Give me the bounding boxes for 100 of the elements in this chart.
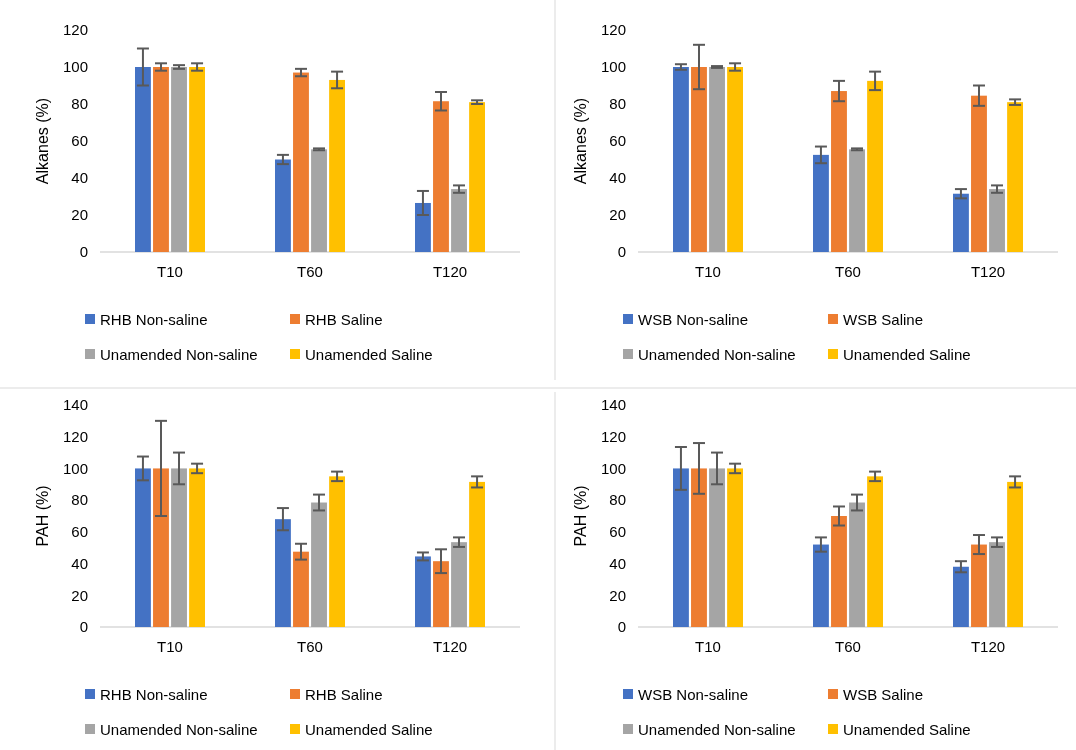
legend-label: Unamended Non-saline [638,346,796,364]
y-tick-label: 100 [600,58,626,76]
bar [971,544,987,627]
y-tick-label: 40 [71,554,88,572]
x-tick-label: T120 [970,638,1006,655]
bar [867,80,883,252]
bar [1007,481,1023,627]
y-tick-label: 20 [71,586,88,604]
legend-label: WSB Saline [843,686,924,704]
x-tick-label: T60 [835,638,861,655]
bar [673,67,689,252]
y-tick-label: 60 [609,523,626,541]
y-axis-title: PAH (%) [572,485,589,547]
legend-label: WSB Non-saline [638,311,749,329]
bar [329,79,345,252]
x-tick-label: T60 [297,263,323,280]
y-tick-label: 80 [609,95,626,113]
bar [831,91,847,252]
y-tick-label: 120 [600,427,626,445]
bar [673,468,689,627]
bar [709,67,725,252]
bar [727,67,743,252]
legend-label: Unamended Non-saline [638,721,796,739]
bar [727,468,743,627]
bar [171,468,187,627]
bar [189,468,205,627]
bar [691,67,707,252]
bar [953,566,969,627]
y-tick-label: 20 [609,586,626,604]
bar [135,67,151,252]
legend-label: WSB Saline [843,311,924,329]
y-tick-label: 120 [62,427,88,445]
legend-label: RHB Saline [305,311,383,329]
y-tick-label: 80 [609,491,626,509]
bar [953,193,969,252]
bar [153,468,169,627]
y-tick-label: 40 [609,169,626,187]
bar [849,502,865,627]
bar [813,544,829,627]
y-tick-label: 40 [71,169,88,187]
bar [293,551,309,627]
bar [451,542,467,627]
bar [189,67,205,252]
y-axis-title: PAH (%) [34,485,51,547]
bar [813,154,829,252]
bar [867,476,883,627]
bar [709,468,725,627]
bar [275,159,291,252]
bar [989,189,1005,252]
legend-label: WSB Non-saline [638,686,749,704]
y-tick-label: 0 [79,243,88,261]
legend-label: Unamended Non-saline [100,346,258,364]
x-tick-label: T120 [432,638,468,655]
y-tick-label: 0 [617,243,626,261]
y-tick-label: 60 [609,132,626,150]
y-tick-label: 60 [71,132,88,150]
bar [691,468,707,627]
legend-label: Unamended Saline [843,346,971,364]
y-tick-label: 60 [71,523,88,541]
y-tick-label: 20 [609,206,626,224]
bar [989,542,1005,627]
bar [849,149,865,252]
y-tick-label: 0 [79,618,88,636]
y-tick-label: 120 [62,21,88,39]
bar [469,481,485,627]
legend-label: Unamended Saline [305,346,433,364]
bar [171,67,187,252]
bar [415,202,431,252]
x-tick-label: T120 [970,263,1006,280]
bar [275,519,291,627]
y-tick-label: 20 [71,206,88,224]
y-axis-title: Alkanes (%) [34,97,51,185]
legend-label: RHB Saline [305,686,383,704]
bar [831,516,847,627]
y-tick-label: 80 [71,491,88,509]
legend-label: Unamended Saline [305,721,433,739]
x-tick-label: T10 [157,263,183,280]
bar [293,72,309,252]
bar [153,67,169,252]
y-tick-label: 80 [71,95,88,113]
x-tick-label: T10 [695,638,721,655]
y-tick-label: 100 [600,459,626,477]
bar [415,556,431,627]
y-tick-label: 40 [609,554,626,572]
bar [433,101,449,252]
y-tick-label: 100 [62,459,88,477]
y-axis-title: Alkanes (%) [572,97,589,185]
legend-label: Unamended Saline [843,721,971,739]
y-tick-label: 120 [600,21,626,39]
bar [451,189,467,252]
x-tick-label: T10 [695,263,721,280]
bar [469,102,485,252]
legend-label: Unamended Non-saline [100,721,258,739]
bar [971,95,987,252]
bar [329,476,345,627]
bar [311,502,327,627]
legend-label: RHB Non-saline [100,686,208,704]
y-tick-label: 140 [600,396,626,414]
y-tick-label: 140 [62,396,88,414]
x-tick-label: T10 [157,638,183,655]
